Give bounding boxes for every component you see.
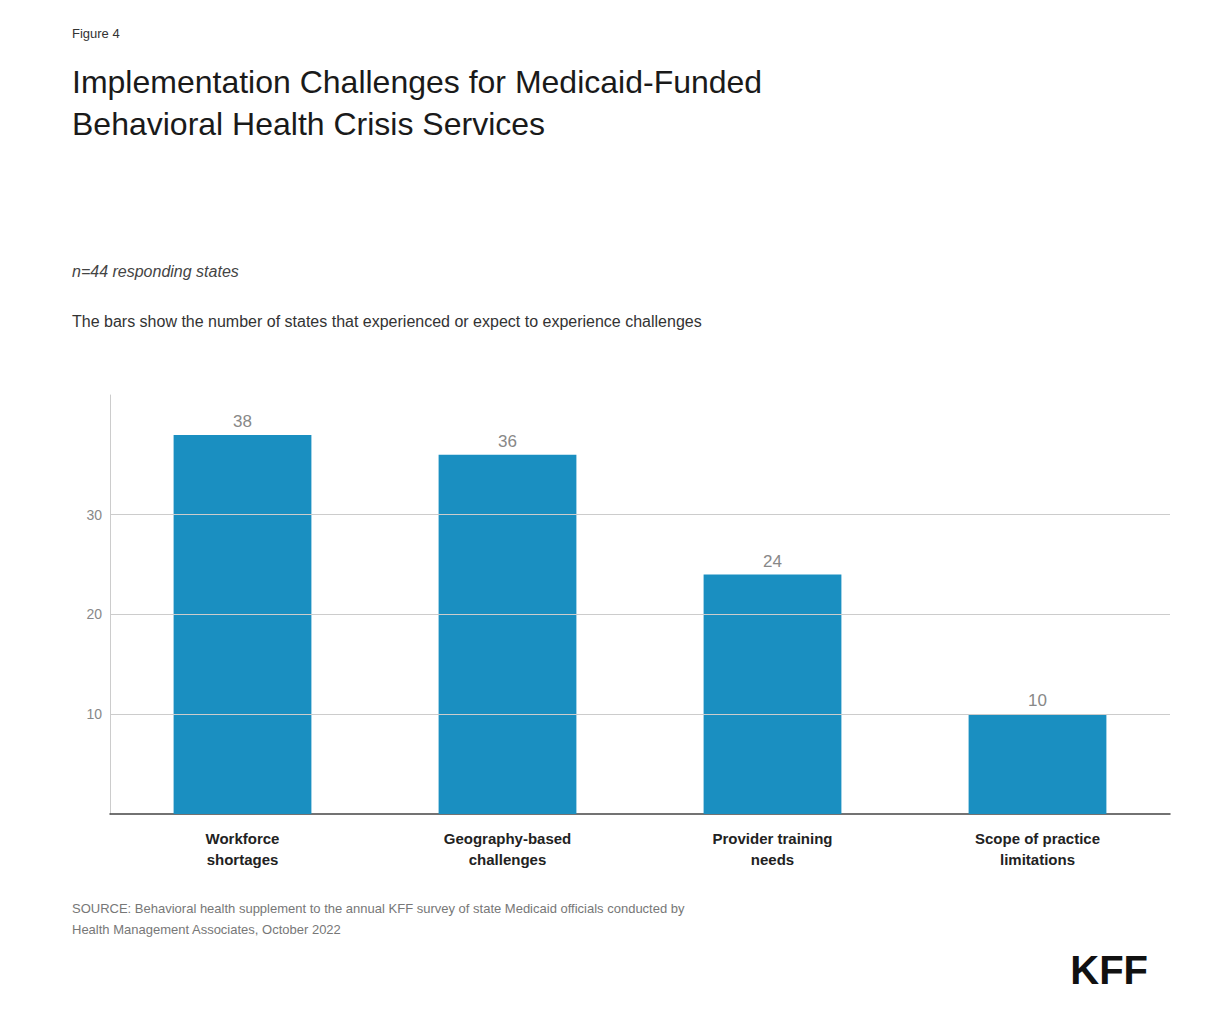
svg-text:36: 36 <box>498 432 517 451</box>
svg-text:shortages: shortages <box>207 851 279 868</box>
svg-text:38: 38 <box>233 412 252 431</box>
svg-text:limitations: limitations <box>1000 851 1075 868</box>
svg-text:challenges: challenges <box>469 851 547 868</box>
svg-text:10: 10 <box>1028 691 1047 710</box>
svg-text:needs: needs <box>751 851 794 868</box>
svg-text:Scope of practice: Scope of practice <box>975 830 1100 847</box>
svg-text:Provider training: Provider training <box>712 830 832 847</box>
svg-text:Workforce: Workforce <box>206 830 280 847</box>
svg-text:Behavioral Health Crisis Servi: Behavioral Health Crisis Services <box>72 106 545 142</box>
svg-text:30: 30 <box>86 507 102 523</box>
svg-text:KFF: KFF <box>1070 948 1148 992</box>
svg-text:10: 10 <box>86 706 102 722</box>
svg-text:n=44 responding states: n=44 responding states <box>72 263 239 280</box>
svg-text:Implementation Challenges for: Implementation Challenges for Medicaid-F… <box>72 64 762 100</box>
svg-text:Health Management Associates,: Health Management Associates, October 20… <box>72 922 341 937</box>
svg-text:24: 24 <box>763 552 782 571</box>
svg-text:The bars show the number of st: The bars show the number of states that … <box>72 313 702 330</box>
svg-text:20: 20 <box>86 606 102 622</box>
svg-text:Figure 4: Figure 4 <box>72 26 120 41</box>
svg-text:SOURCE: Behavioral health supp: SOURCE: Behavioral health supplement to … <box>72 901 685 916</box>
svg-text:Geography-based: Geography-based <box>444 830 572 847</box>
